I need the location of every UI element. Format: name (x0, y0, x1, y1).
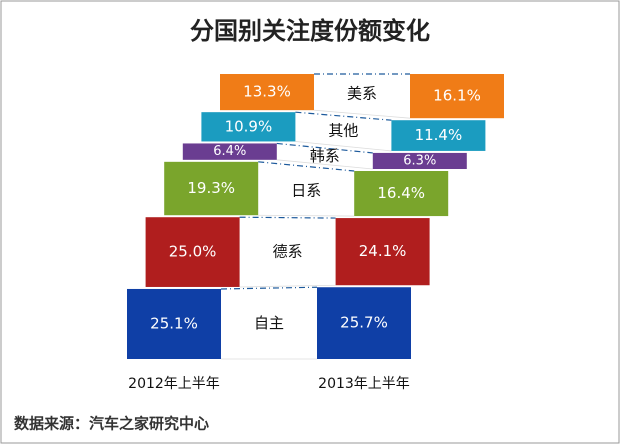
value-label: 6.3% (403, 153, 436, 168)
source: 数据来源：汽车之家研究中心 (14, 415, 209, 433)
x-tick-label: 2013年上半年 (318, 376, 410, 392)
bar-segment (220, 74, 314, 111)
connector (313, 109, 411, 119)
connector (276, 159, 373, 170)
bar-segment (335, 218, 430, 286)
bar-segment (354, 171, 449, 217)
bar-segment (372, 152, 467, 170)
value-label: 13.3% (243, 83, 291, 101)
connector (258, 161, 355, 172)
x-tick-label: 2012年上半年 (128, 376, 220, 392)
value-label: 25.1% (150, 314, 198, 332)
connector (239, 216, 336, 219)
bar-segment (317, 287, 411, 359)
value-label: 16.1% (433, 87, 481, 105)
bar-segment (145, 217, 240, 287)
bar-segment (182, 143, 277, 160)
value-label: 16.4% (377, 184, 425, 202)
bar-segment (391, 120, 486, 151)
value-label: 24.1% (359, 242, 407, 260)
bar-segment (410, 74, 504, 119)
series-label: 其他 (328, 122, 358, 140)
connector (276, 142, 373, 154)
series-label: 日系 (291, 182, 321, 200)
series-label: 德系 (273, 242, 303, 260)
bar-segment (164, 161, 259, 216)
value-label: 6.4% (213, 144, 246, 159)
connector (295, 141, 392, 152)
value-label: 25.7% (340, 314, 388, 332)
connector (239, 284, 336, 288)
value-label: 25.0% (169, 243, 217, 261)
chart-title: 分国别关注度份额变化 (190, 17, 430, 45)
value-label: 10.9% (225, 117, 273, 135)
series-label: 美系 (347, 85, 377, 103)
connector (258, 214, 355, 217)
series-label: 自主 (254, 314, 284, 332)
series-label: 韩系 (310, 147, 340, 165)
connector (220, 286, 318, 290)
connector (295, 111, 392, 121)
value-label: 19.3% (187, 179, 235, 197)
value-label: 11.4% (415, 126, 463, 144)
bar-segment (127, 288, 221, 359)
bar-segment (201, 112, 296, 142)
